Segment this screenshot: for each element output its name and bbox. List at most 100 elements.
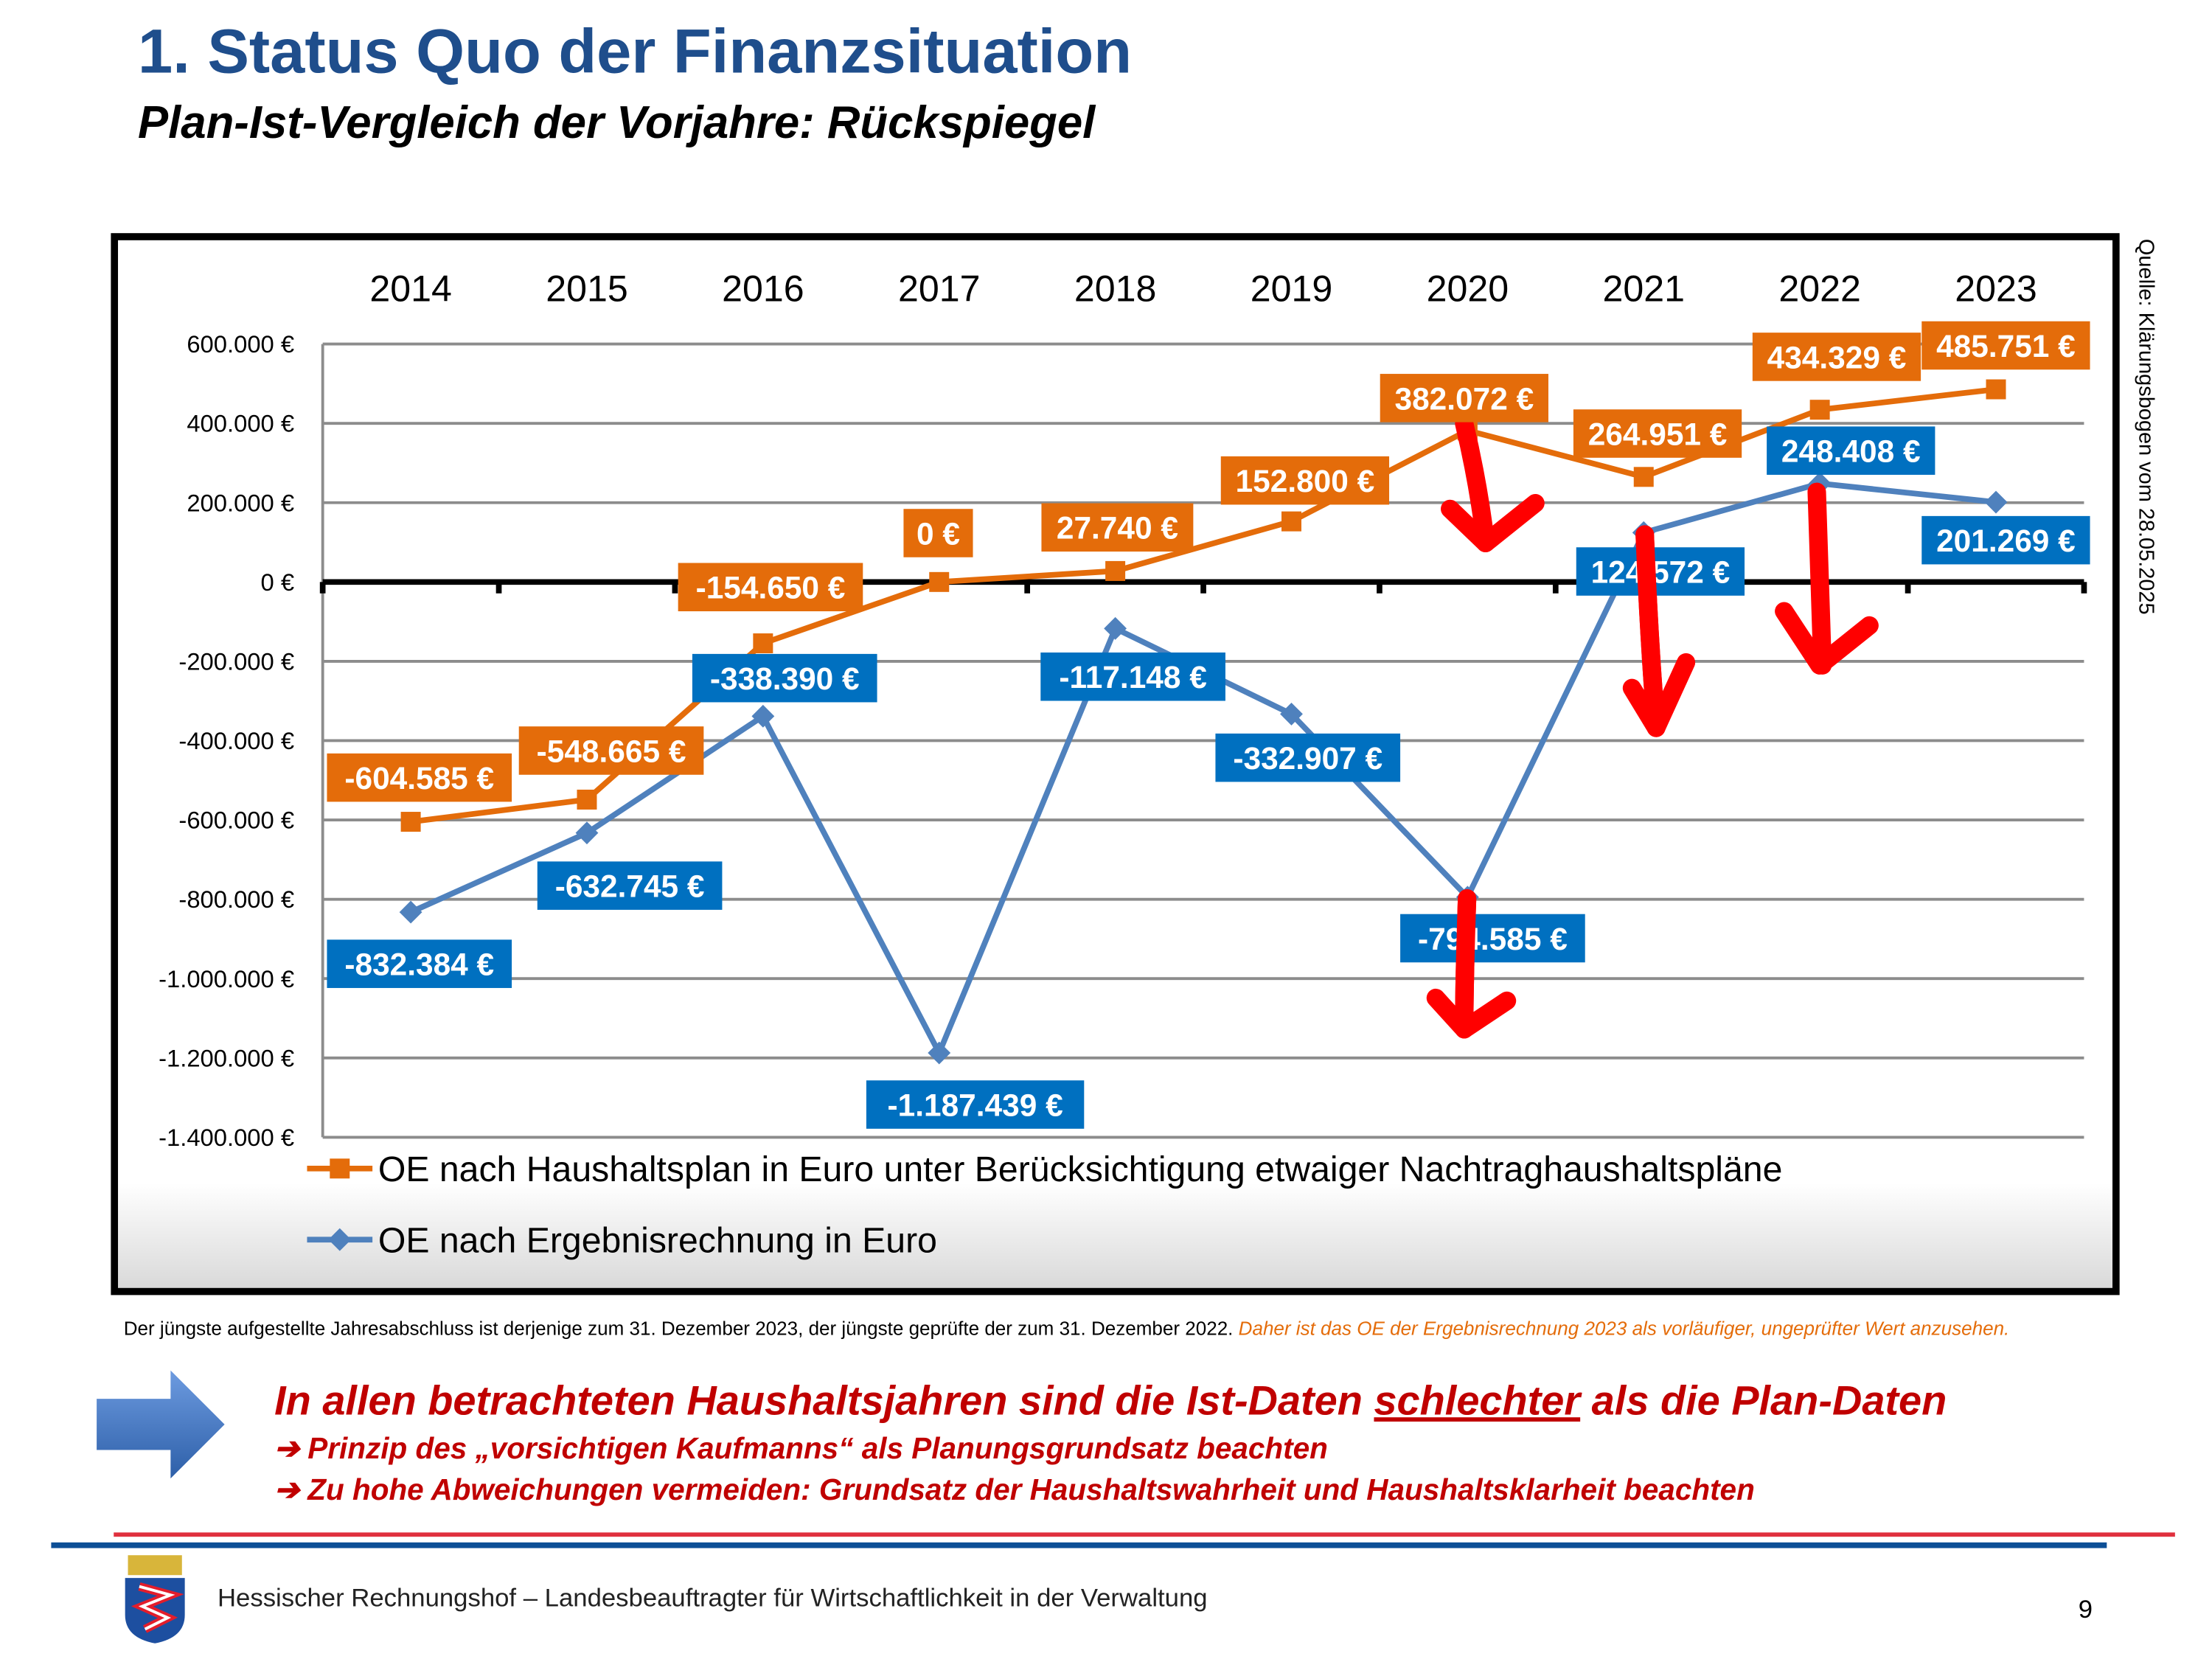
line-chart: 600.000 € 400.000 € 200.000 € 0 € -200.000 €… <box>159 268 2090 1261</box>
x-tick-label: 2018 <box>1074 268 1156 310</box>
data-label: -632.745 € <box>555 869 705 904</box>
red-down-arrow-icon <box>1807 482 1832 675</box>
data-label-box <box>518 726 704 775</box>
plan-point-marker <box>1105 560 1126 581</box>
ist-point-marker <box>928 1041 951 1065</box>
x-tick-label: 2017 <box>898 268 980 310</box>
footer-organization: Hessischer Rechnungshof – Landesbeauftra… <box>217 1583 1208 1613</box>
divider-blue <box>51 1542 2107 1548</box>
ist-point-marker <box>399 900 422 924</box>
data-label: 0 € <box>917 516 960 551</box>
data-label: 124.572 € <box>1591 554 1731 589</box>
data-label-box <box>1380 374 1548 422</box>
y-tick-label: 600.000 € <box>187 330 294 358</box>
x-tick-label: 2014 <box>369 268 451 310</box>
plan-point-marker <box>1633 467 1654 487</box>
page-subtitle: Plan-Ist-Vergleich der Vorjahre: Rückspi… <box>138 97 1096 148</box>
y-tick-label: 0 € <box>261 568 295 596</box>
data-label: 201.269 € <box>1936 524 2076 558</box>
data-label: 382.072 € <box>1395 381 1534 416</box>
red-down-arrow-icon <box>1441 493 1545 553</box>
conclusion-text: In allen betrachteten Haushaltsjahren si… <box>274 1379 1374 1425</box>
data-label: 434.329 € <box>1767 340 1907 375</box>
conclusion-bullet: ➔ Zu hohe Abweichungen vermeiden: Grunds… <box>274 1474 1755 1507</box>
legend-label: OE nach Haushaltsplan in Euro unter Berü… <box>378 1150 1783 1189</box>
conclusion-bullet: ➔ Prinzip des „vorsichtigen Kaufmanns“ a… <box>274 1433 1328 1466</box>
x-tick-label: 2019 <box>1251 268 1332 310</box>
legend-marker <box>328 1228 352 1251</box>
y-tick-label: -1.200.000 € <box>159 1044 294 1071</box>
y-tick-label: -800.000 € <box>178 886 294 913</box>
data-label-box <box>1752 333 1921 381</box>
data-label-box <box>327 939 512 988</box>
data-label-box <box>1921 515 2090 565</box>
blue-arrow-icon <box>97 1370 225 1479</box>
data-label-box <box>866 1080 1085 1129</box>
plan-point-marker <box>1986 379 2006 400</box>
plan-point-marker <box>1281 511 1301 532</box>
conclusion-headline: In allen betrachteten Haushaltsjahren si… <box>274 1379 1947 1426</box>
data-label: -794.585 € <box>1418 922 1568 956</box>
data-label-box <box>678 563 863 612</box>
data-label: -548.665 € <box>537 734 686 768</box>
x-tick-label: 2022 <box>1778 268 1860 310</box>
red-down-arrow-icon <box>1775 602 1879 675</box>
data-label: -117.148 € <box>1059 660 1206 695</box>
footnote-text: Der jüngste aufgestellte Jahresabschluss… <box>123 1318 1234 1340</box>
divider-red <box>114 1532 2175 1537</box>
data-label: -154.650 € <box>696 571 846 605</box>
plan-point-marker <box>929 571 950 592</box>
y-tick-label: 200.000 € <box>187 489 294 516</box>
plan-point-marker <box>577 789 597 810</box>
data-label-box <box>1215 733 1401 782</box>
data-label: -338.390 € <box>710 661 860 696</box>
x-tick-label: 2021 <box>1603 268 1685 310</box>
footnote: Der jüngste aufgestellte Jahresabschluss… <box>124 1315 2114 1342</box>
ist-point-marker <box>1984 490 2008 514</box>
x-tick-label: 2015 <box>546 268 627 310</box>
y-tick-label: -1.000.000 € <box>159 965 294 992</box>
ist-point-marker <box>1104 616 1127 640</box>
y-tick-label: -200.000 € <box>178 647 294 675</box>
x-tick-label: 2016 <box>722 268 804 310</box>
legend-label: OE nach Ergebnisrechnung in Euro <box>378 1221 937 1261</box>
data-label: 248.408 € <box>1781 434 1921 469</box>
ist-point-marker <box>575 821 599 845</box>
data-label-box <box>537 861 723 910</box>
page-number: 9 <box>2078 1595 2093 1624</box>
footnote-highlight: Daher ist das OE der Ergebnisrechnung 20… <box>1238 1318 2010 1340</box>
data-label-box <box>1767 426 1935 475</box>
red-down-arrow-icon <box>1455 888 1477 1039</box>
data-label: -604.585 € <box>344 761 494 796</box>
plan-point-marker <box>753 633 773 654</box>
data-label-box <box>692 653 877 703</box>
y-tick-label: -400.000 € <box>178 727 294 754</box>
y-tick-label: 400.000 € <box>187 410 294 437</box>
data-label: -332.907 € <box>1233 741 1382 776</box>
data-label-box <box>1220 456 1390 505</box>
data-label-box <box>1573 409 1742 458</box>
data-label: -1.187.439 € <box>888 1088 1063 1122</box>
conclusion-emphasis: schlechter <box>1374 1379 1581 1425</box>
data-label: -832.384 € <box>344 947 494 982</box>
plan-point-marker <box>1809 400 1830 420</box>
red-down-arrow-icon <box>1635 525 1666 737</box>
data-label-box <box>1400 914 1585 963</box>
data-label-box <box>1041 503 1194 552</box>
hesse-coat-of-arms-logo <box>125 1555 185 1644</box>
data-label: 27.740 € <box>1057 511 1178 546</box>
data-label: 264.951 € <box>1588 417 1728 451</box>
page-title: 1. Status Quo der Finanzsituation <box>138 17 1133 87</box>
data-label-box <box>1040 652 1225 701</box>
data-label-box <box>1921 321 2090 370</box>
data-label-box <box>1576 547 1745 596</box>
data-label-box <box>327 753 512 802</box>
data-label: 152.800 € <box>1236 464 1375 498</box>
y-tick-label: -600.000 € <box>178 807 294 834</box>
data-label-box <box>903 509 973 557</box>
y-tick-label: -1.400.000 € <box>159 1124 294 1151</box>
conclusion-text-end: als die Plan-Daten <box>1580 1379 1947 1425</box>
legend-marker <box>330 1158 350 1179</box>
x-tick-label: 2023 <box>1955 268 2037 310</box>
